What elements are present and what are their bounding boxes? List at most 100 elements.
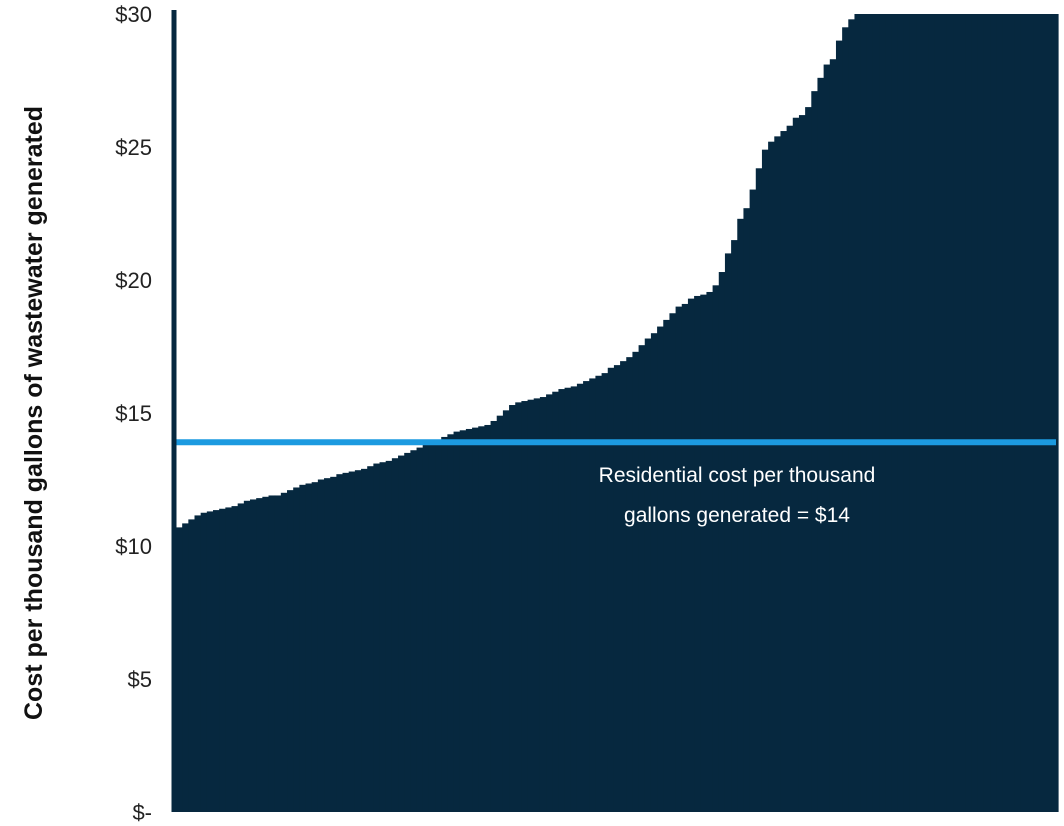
bar [324, 478, 331, 812]
bar [872, 14, 880, 812]
bar [256, 498, 263, 812]
bar [570, 386, 578, 812]
bar [564, 387, 572, 812]
bar [546, 394, 553, 812]
bar [971, 14, 979, 812]
bar [441, 436, 448, 812]
bar [194, 515, 202, 812]
y-tick-label: $- [132, 800, 152, 825]
bar [848, 19, 856, 812]
reference-line-label-line-1: Residential cost per thousand [599, 464, 876, 487]
bar [712, 285, 720, 812]
bar [176, 527, 183, 812]
bar [391, 458, 399, 812]
bar [663, 319, 671, 812]
bar [533, 398, 541, 812]
bar [398, 455, 405, 812]
bar [435, 439, 442, 812]
bar [934, 14, 942, 812]
bar [342, 472, 350, 812]
bar [478, 426, 485, 812]
bar [774, 136, 782, 813]
bar [681, 303, 689, 812]
reference-line-label-line-2: gallons generated = $14 [624, 504, 850, 527]
bar [885, 14, 893, 812]
y-tick-label: $10 [115, 534, 152, 559]
bar [842, 27, 849, 813]
bar [922, 14, 930, 812]
bar [583, 381, 590, 812]
bar [706, 291, 714, 813]
bar [515, 402, 522, 812]
bar [1027, 14, 1034, 812]
bar [798, 115, 806, 812]
bar [1039, 14, 1047, 812]
bar [410, 450, 418, 812]
y-tick-labels: $- $5 $10 $15 $20 $25 $30 [115, 2, 152, 825]
bar [1002, 14, 1010, 812]
bar [675, 306, 683, 812]
bar [354, 470, 362, 812]
bar [632, 351, 640, 812]
bar [552, 391, 560, 812]
bar [385, 460, 393, 812]
bar [650, 333, 658, 812]
bar [792, 117, 800, 813]
bar [459, 430, 467, 812]
bar [200, 512, 208, 812]
bar [287, 490, 294, 812]
bar [311, 482, 319, 812]
bar [780, 131, 788, 813]
bar [361, 468, 368, 812]
bar [447, 434, 455, 812]
bar [983, 14, 991, 812]
bar [638, 345, 646, 812]
bar [416, 447, 424, 812]
bar [724, 253, 732, 812]
bar [373, 463, 381, 812]
bar [946, 14, 954, 812]
bar [496, 415, 504, 812]
bar [1051, 14, 1059, 812]
bar [453, 431, 461, 812]
bar [422, 444, 430, 812]
bars-group [176, 14, 1059, 813]
bar [823, 64, 831, 813]
bar [700, 294, 708, 812]
bar [687, 298, 695, 812]
bar [811, 91, 819, 812]
bar [866, 14, 874, 812]
bar [835, 40, 843, 813]
bar [268, 495, 276, 812]
bar [761, 149, 769, 812]
bar [595, 375, 603, 812]
bar [768, 141, 775, 812]
bar [743, 208, 751, 812]
bar [336, 474, 344, 812]
bar [237, 503, 245, 812]
bar [490, 420, 498, 812]
bar [737, 218, 745, 812]
bar [293, 487, 300, 812]
bar [521, 401, 529, 812]
bar [274, 495, 282, 812]
bar [472, 427, 479, 812]
bar [558, 389, 566, 812]
bar [613, 365, 621, 812]
bar [854, 14, 862, 812]
bar [262, 496, 270, 812]
bar [718, 272, 726, 812]
bar [996, 14, 1004, 812]
bar [897, 14, 905, 812]
bar [404, 452, 411, 812]
bar [916, 14, 923, 812]
bar [749, 189, 757, 812]
bar [1033, 14, 1041, 812]
bar [1008, 14, 1016, 812]
y-tick-label: $30 [115, 2, 152, 27]
bar [1020, 14, 1028, 812]
bar [225, 507, 233, 812]
bar [367, 466, 374, 812]
y-axis-label: Cost per thousand gallons of wastewater … [20, 106, 48, 720]
